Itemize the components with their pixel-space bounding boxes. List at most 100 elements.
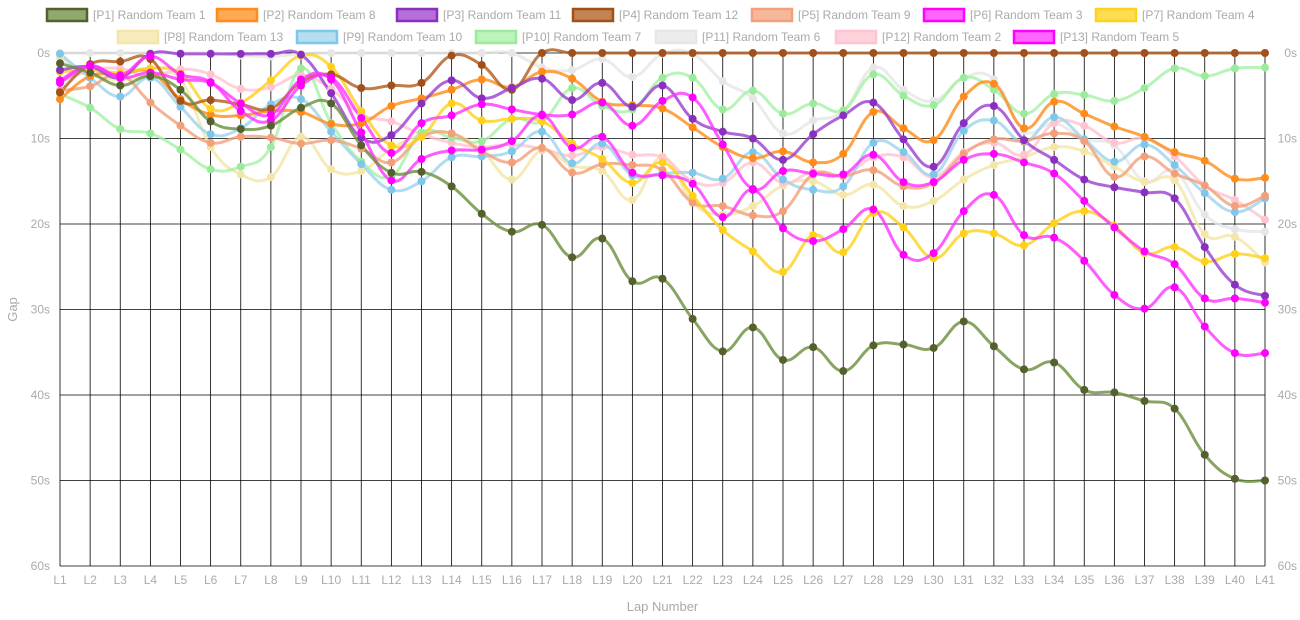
- data-point[interactable]: [718, 127, 727, 136]
- data-point[interactable]: [1200, 322, 1209, 331]
- data-point[interactable]: [748, 94, 757, 103]
- data-point[interactable]: [417, 99, 426, 108]
- data-point[interactable]: [1200, 294, 1209, 303]
- data-point[interactable]: [959, 175, 968, 184]
- data-point[interactable]: [206, 70, 215, 79]
- data-point[interactable]: [206, 165, 215, 174]
- data-point[interactable]: [116, 57, 125, 66]
- data-point[interactable]: [598, 54, 607, 63]
- data-point[interactable]: [1230, 49, 1239, 57]
- data-point[interactable]: [959, 92, 968, 101]
- data-point[interactable]: [266, 49, 275, 58]
- data-point[interactable]: [1200, 156, 1209, 165]
- data-point[interactable]: [688, 168, 697, 177]
- data-point[interactable]: [507, 49, 516, 57]
- data-point[interactable]: [387, 158, 396, 167]
- data-point[interactable]: [387, 117, 396, 126]
- data-point[interactable]: [869, 150, 878, 159]
- data-point[interactable]: [839, 149, 848, 158]
- data-point[interactable]: [327, 136, 336, 145]
- data-point[interactable]: [959, 317, 968, 326]
- data-point[interactable]: [1110, 157, 1119, 166]
- data-point[interactable]: [86, 49, 95, 57]
- data-point[interactable]: [327, 165, 336, 174]
- data-point[interactable]: [718, 213, 727, 222]
- data-point[interactable]: [1110, 223, 1119, 232]
- data-point[interactable]: [56, 88, 64, 97]
- data-point[interactable]: [1050, 113, 1059, 122]
- data-point[interactable]: [598, 155, 607, 164]
- data-point[interactable]: [688, 49, 697, 57]
- data-point[interactable]: [1170, 194, 1179, 203]
- data-point[interactable]: [1230, 196, 1239, 205]
- data-point[interactable]: [387, 81, 396, 90]
- data-point[interactable]: [1200, 243, 1209, 252]
- data-point[interactable]: [387, 141, 396, 150]
- data-point[interactable]: [899, 91, 908, 100]
- data-point[interactable]: [779, 175, 787, 184]
- data-point[interactable]: [236, 170, 245, 179]
- data-point[interactable]: [266, 83, 275, 92]
- data-point[interactable]: [1020, 231, 1028, 240]
- data-point[interactable]: [989, 116, 998, 125]
- data-point[interactable]: [1080, 90, 1089, 99]
- data-point[interactable]: [447, 129, 456, 138]
- data-point[interactable]: [899, 49, 908, 57]
- data-point[interactable]: [688, 191, 697, 200]
- data-point[interactable]: [1200, 49, 1209, 57]
- data-point[interactable]: [1110, 388, 1119, 397]
- data-point[interactable]: [748, 49, 757, 57]
- data-point[interactable]: [1200, 181, 1209, 190]
- data-point[interactable]: [1261, 476, 1269, 485]
- data-point[interactable]: [929, 49, 938, 57]
- data-point[interactable]: [507, 158, 516, 167]
- legend-item[interactable]: [P1] Random Team 1: [45, 7, 206, 23]
- data-point[interactable]: [688, 93, 697, 102]
- data-point[interactable]: [839, 367, 848, 376]
- data-point[interactable]: [297, 103, 305, 112]
- legend-item[interactable]: [P10] Random Team 7: [474, 29, 642, 45]
- data-point[interactable]: [1110, 290, 1119, 299]
- data-point[interactable]: [1050, 219, 1059, 228]
- legend-item[interactable]: [P13] Random Team 5: [1012, 29, 1180, 45]
- data-point[interactable]: [236, 49, 245, 58]
- data-point[interactable]: [779, 224, 787, 233]
- data-point[interactable]: [447, 51, 456, 60]
- data-point[interactable]: [447, 111, 456, 120]
- data-point[interactable]: [1050, 169, 1059, 178]
- data-point[interactable]: [748, 134, 757, 143]
- data-point[interactable]: [809, 116, 818, 125]
- data-point[interactable]: [116, 125, 125, 134]
- data-point[interactable]: [447, 153, 456, 162]
- data-point[interactable]: [628, 161, 637, 170]
- data-point[interactable]: [809, 185, 818, 194]
- data-point[interactable]: [236, 162, 245, 171]
- data-point[interactable]: [658, 49, 667, 57]
- data-point[interactable]: [658, 96, 667, 105]
- data-point[interactable]: [1140, 247, 1149, 256]
- data-point[interactable]: [1110, 138, 1119, 147]
- data-point[interactable]: [779, 355, 787, 364]
- data-point[interactable]: [688, 314, 697, 323]
- data-point[interactable]: [357, 141, 366, 150]
- data-point[interactable]: [839, 170, 848, 179]
- data-point[interactable]: [297, 139, 305, 148]
- data-point[interactable]: [1200, 189, 1209, 198]
- data-point[interactable]: [779, 49, 787, 57]
- data-point[interactable]: [86, 103, 95, 112]
- data-point[interactable]: [1230, 208, 1239, 217]
- data-point[interactable]: [1200, 257, 1209, 266]
- legend-item[interactable]: [P3] Random Team 11: [395, 7, 562, 23]
- data-point[interactable]: [899, 135, 908, 144]
- data-point[interactable]: [718, 49, 727, 57]
- data-point[interactable]: [718, 225, 727, 234]
- data-point[interactable]: [357, 166, 366, 175]
- data-point[interactable]: [477, 49, 486, 57]
- data-point[interactable]: [447, 146, 456, 155]
- data-point[interactable]: [1230, 232, 1239, 241]
- data-point[interactable]: [869, 180, 878, 189]
- data-point[interactable]: [1020, 136, 1028, 145]
- data-point[interactable]: [929, 101, 938, 110]
- data-point[interactable]: [1170, 176, 1179, 185]
- data-point[interactable]: [447, 182, 456, 191]
